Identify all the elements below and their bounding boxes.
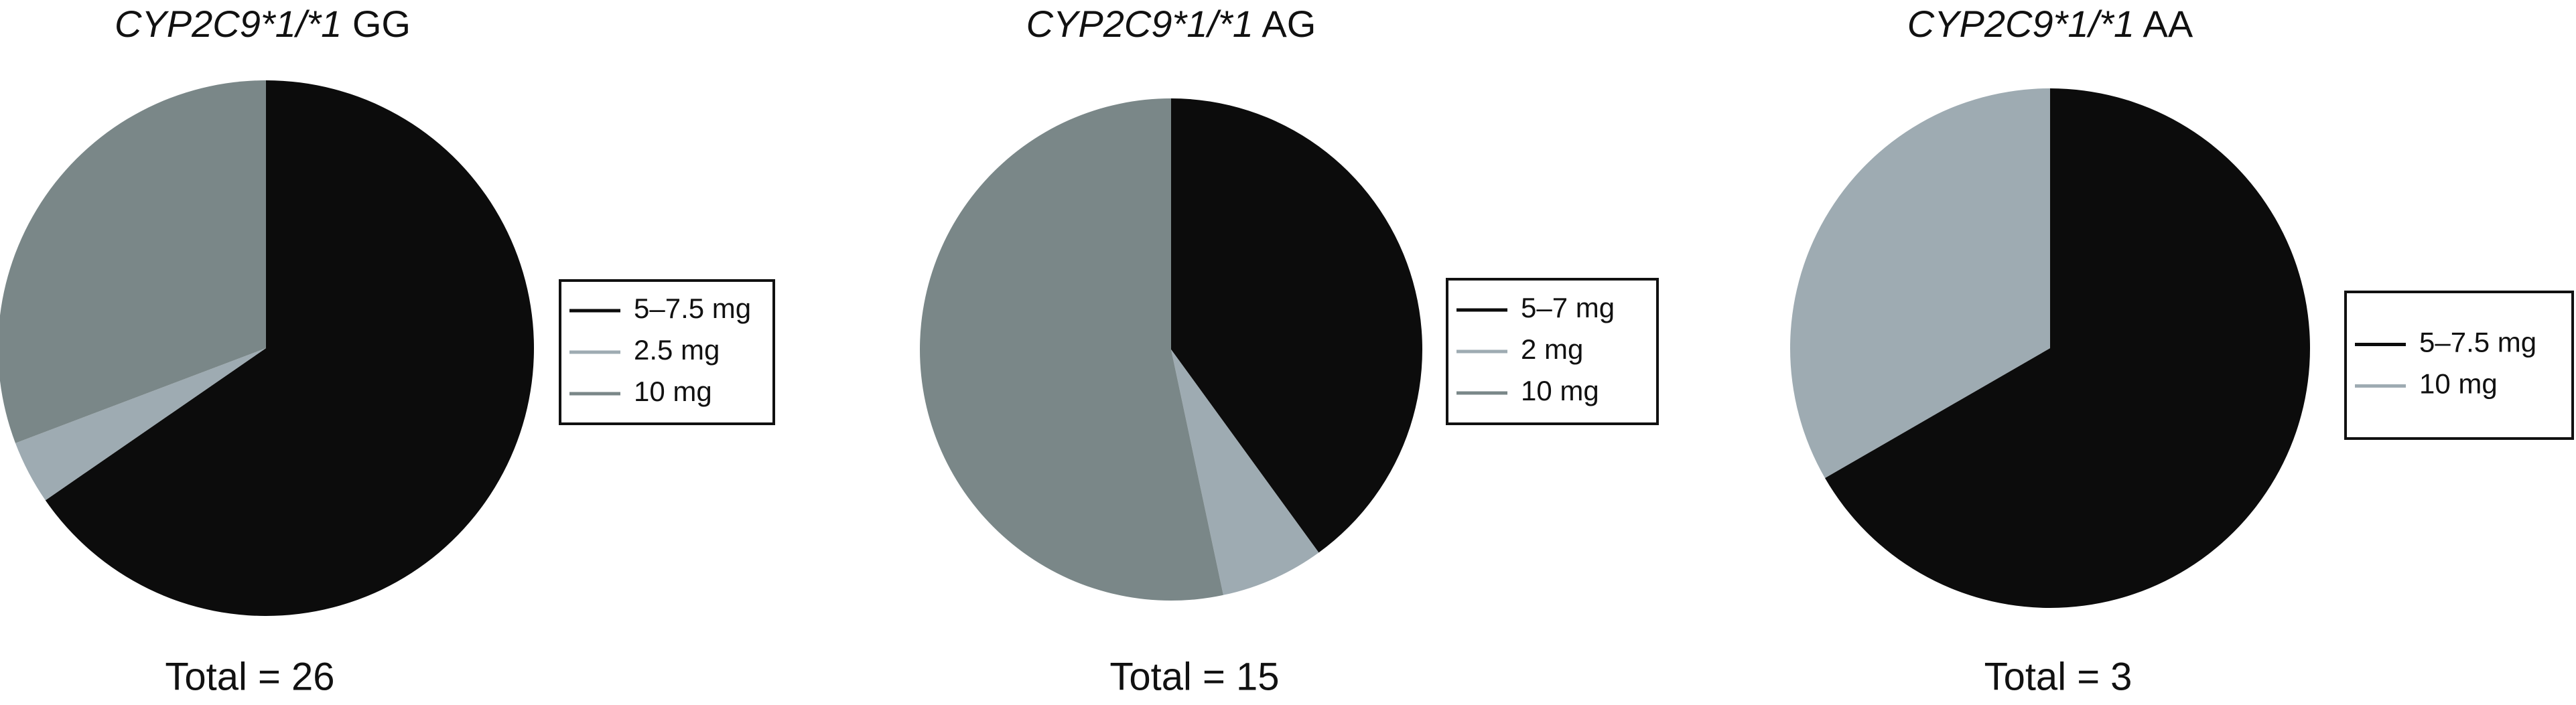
legend: 5–7.5 mg 10 mg: [2344, 291, 2574, 440]
title-genotype: GG: [352, 3, 411, 45]
legend-label: 10 mg: [1521, 375, 1599, 406]
pie-slice: [45, 80, 535, 617]
chart-title: CYP2C9*1/*1 GG: [115, 3, 411, 45]
legend-label: 10 mg: [634, 376, 712, 407]
legend: 5–7 mg 2 mg 10 mg: [1446, 278, 1659, 425]
pie-slice: [1171, 349, 1319, 595]
legend-label: 10 mg: [2419, 368, 2498, 400]
title-genotype: AA: [2143, 3, 2193, 45]
total-label: Total = 26: [165, 655, 334, 698]
total-label: Total = 3: [1984, 655, 2132, 698]
legend: 5–7.5 mg 2.5 mg 10 mg: [559, 279, 775, 425]
title-gene: CYP2C9*1/*1: [115, 3, 342, 45]
pie-slice: [0, 80, 266, 443]
pie-slice: [1790, 88, 2050, 478]
pie-slice: [920, 98, 1223, 601]
chart-title: CYP2C9*1/*1 AA: [1907, 3, 2193, 45]
title-gene: CYP2C9*1/*1: [1026, 3, 1253, 45]
pie-chart: CYP2C9*1/*1 GG Total = 26 5–7.5 mg 2.5 mg 10…: [0, 3, 775, 698]
total-label: Total = 15: [1109, 655, 1279, 698]
pie-chart: CYP2C9*1/*1 AA Total = 3 5–7.5 mg 10 mg: [1790, 3, 2574, 698]
title-gene: CYP2C9*1/*1: [1907, 3, 2134, 45]
chart-title: CYP2C9*1/*1 AG: [1026, 3, 1316, 45]
legend-label: 2.5 mg: [634, 334, 720, 366]
pie-slice: [1171, 98, 1422, 553]
pie-slice: [15, 348, 267, 501]
legend-label: 5–7.5 mg: [2419, 327, 2536, 358]
legend-box: [2344, 291, 2574, 440]
legend-label: 5–7 mg: [1521, 292, 1615, 323]
title-genotype: AG: [1262, 3, 1316, 45]
legend-label: 5–7.5 mg: [634, 293, 751, 324]
pie-chart: CYP2C9*1/*1 AG Total = 15 5–7 mg 2 mg 10 mg: [920, 3, 1659, 698]
pie-slice: [1824, 88, 2310, 608]
legend-label: 2 mg: [1521, 333, 1583, 365]
